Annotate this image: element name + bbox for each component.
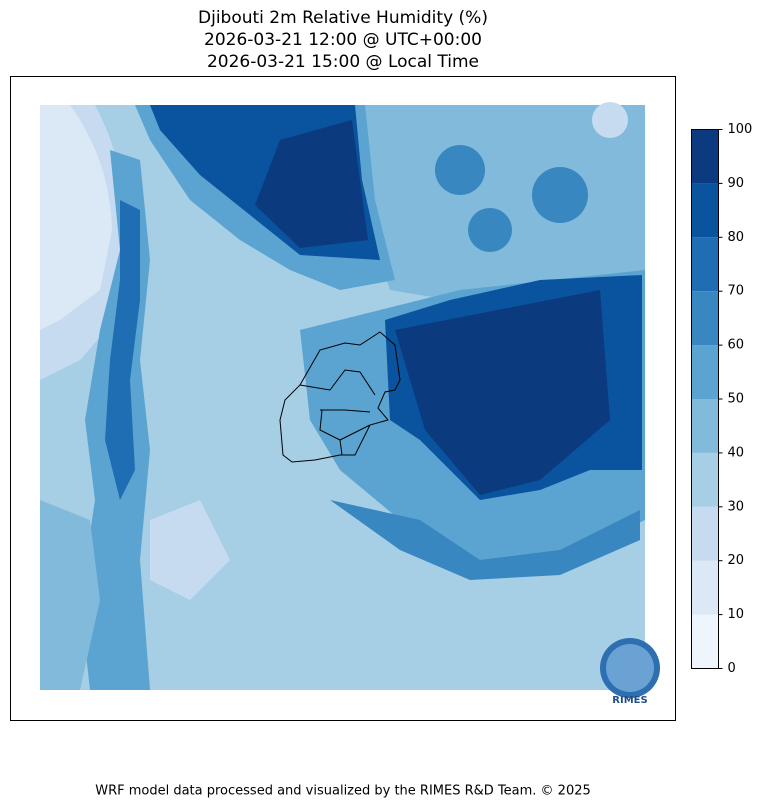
field	[330, 500, 640, 580]
tick-label: 30	[728, 499, 745, 514]
tick-label: 20	[728, 553, 745, 568]
colorbar-bin	[691, 614, 719, 669]
tick-label: 90	[728, 176, 745, 191]
tick-label: 50	[728, 392, 745, 407]
title-line: Djibouti 2m Relative Humidity (%)	[198, 8, 488, 28]
logo	[606, 644, 654, 692]
logo-text: RIMES	[612, 695, 647, 706]
colorbar-bin	[691, 506, 719, 561]
colorbar-bin	[691, 345, 719, 399]
field	[255, 120, 368, 248]
field	[592, 102, 628, 138]
tick-label: 40	[728, 445, 745, 460]
tick-label: 60	[728, 338, 745, 353]
colorbar-bin	[691, 183, 719, 238]
colorbar-bin	[691, 399, 719, 453]
title-line: 2026-03-21 15:00 @ Local Time	[207, 52, 479, 72]
field	[40, 500, 100, 690]
tick-label: 0	[728, 661, 736, 676]
tick-label: 10	[728, 607, 745, 622]
field	[40, 105, 112, 330]
tick-label: 100	[728, 122, 753, 137]
colorbar: 0 10 20 30 40 50 60 70 80 90 100	[691, 122, 753, 676]
colorbar-bin	[691, 560, 719, 615]
colorbar-frame	[691, 129, 719, 669]
colorbar-bin	[691, 452, 719, 507]
tick-label: 70	[728, 284, 745, 299]
colorbar-bin	[691, 237, 719, 292]
colorbar-bin	[691, 291, 719, 346]
field	[105, 200, 140, 500]
map: RIMES	[40, 102, 660, 706]
tick-label: 80	[728, 230, 745, 245]
field	[468, 208, 512, 252]
map-frame	[10, 76, 676, 721]
title-line: 2026-03-21 12:00 @ UTC+00:00	[204, 30, 482, 50]
country-border	[279, 331, 401, 463]
field	[435, 145, 485, 195]
footer: WRF model data processed and visualized …	[95, 784, 591, 799]
colorbar-bin	[691, 129, 719, 184]
field	[532, 167, 588, 223]
field	[150, 500, 230, 600]
field	[360, 105, 645, 300]
field	[395, 290, 610, 495]
